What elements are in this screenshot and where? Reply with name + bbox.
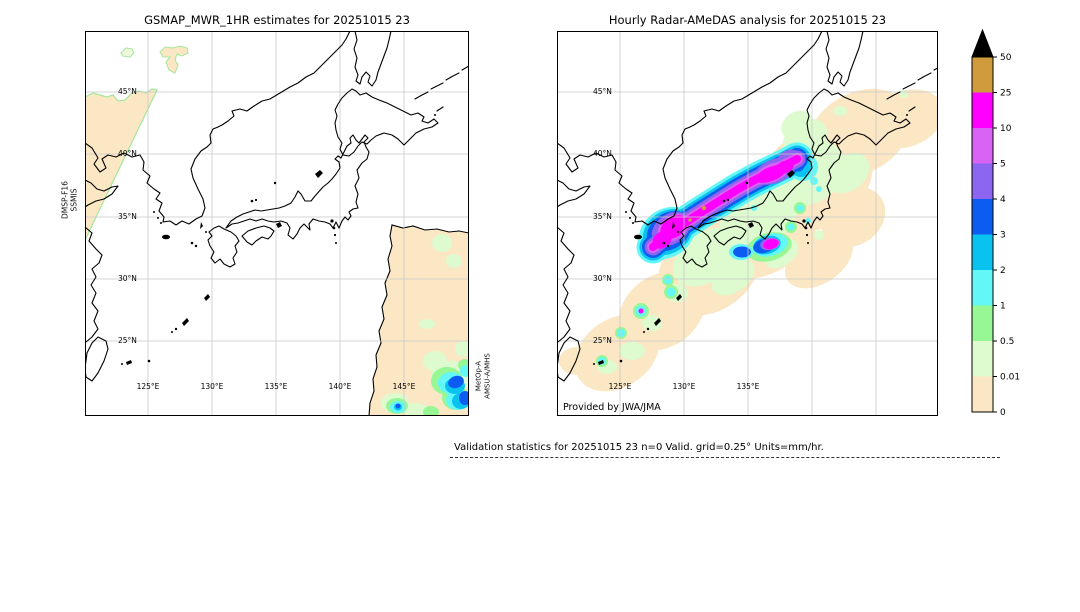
svg-text:2: 2 bbox=[1000, 266, 1006, 276]
right-panel-title: Hourly Radar-AMeDAS analysis for 2025101… bbox=[608, 13, 887, 27]
svg-text:10: 10 bbox=[1000, 124, 1012, 134]
svg-text:35°N: 35°N bbox=[593, 212, 612, 221]
precip-left-swaths bbox=[84, 45, 472, 419]
sensor-annotation-dmsp: DMSP-F16 SSMIS bbox=[61, 181, 80, 219]
svg-text:35°N: 35°N bbox=[118, 212, 137, 221]
left-map-labels: 45°N 40°N 35°N 30°N 25°N 125°E 130°E 135… bbox=[118, 87, 416, 391]
svg-text:0: 0 bbox=[1000, 408, 1006, 418]
svg-text:145°E: 145°E bbox=[393, 382, 416, 391]
sensor-annotation-metop: MetOp-A AMSU-A/MHS bbox=[474, 353, 492, 399]
colorbar: 50 25 10 5 4 3 2 1 0.5 0.01 0 bbox=[971, 28, 1020, 418]
colorbar-overflow-triangle bbox=[971, 28, 994, 58]
svg-text:125°E: 125°E bbox=[609, 382, 632, 391]
colorbar-segments bbox=[972, 57, 993, 412]
svg-text:1: 1 bbox=[1000, 302, 1006, 312]
left-panel-title: GSMAP_MWR_1HR estimates for 20251015 23 bbox=[144, 13, 410, 27]
sensor-dmsp-line2: SSMIS bbox=[70, 188, 79, 212]
precip-right-field bbox=[559, 88, 944, 392]
svg-text:135°E: 135°E bbox=[737, 382, 760, 391]
svg-text:40°N: 40°N bbox=[593, 149, 612, 158]
colorbar-ticks bbox=[993, 56, 997, 413]
svg-text:3: 3 bbox=[1000, 231, 1006, 241]
sensor-metop-line2: AMSU-A/MHS bbox=[483, 353, 491, 399]
svg-text:135°E: 135°E bbox=[265, 382, 288, 391]
left-map: 45°N 40°N 35°N 30°N 25°N 125°E 130°E 135… bbox=[84, 30, 472, 419]
svg-text:4: 4 bbox=[1000, 195, 1006, 205]
svg-text:0.01: 0.01 bbox=[1000, 373, 1020, 383]
svg-text:0.5: 0.5 bbox=[1000, 337, 1014, 347]
precip-right-band bbox=[598, 142, 822, 365]
svg-text:50: 50 bbox=[1000, 53, 1012, 63]
svg-text:130°E: 130°E bbox=[673, 382, 696, 391]
svg-text:45°N: 45°N bbox=[118, 87, 137, 96]
colorbar-tick-labels: 50 25 10 5 4 3 2 1 0.5 0.01 0 bbox=[1000, 53, 1020, 418]
svg-text:25°N: 25°N bbox=[593, 336, 612, 345]
svg-text:40°N: 40°N bbox=[118, 149, 137, 158]
right-map-panel: 45°N 40°N 35°N 30°N 25°N 125°E 130°E 135… bbox=[556, 30, 944, 420]
sensor-metop-line1: MetOp-A bbox=[474, 360, 483, 392]
svg-text:45°N: 45°N bbox=[593, 87, 612, 96]
svg-text:5: 5 bbox=[1000, 160, 1006, 170]
svg-text:130°E: 130°E bbox=[201, 382, 224, 391]
right-map-labels: 45°N 40°N 35°N 30°N 25°N 125°E 130°E 135… bbox=[593, 87, 760, 391]
footer-dashed-line bbox=[450, 457, 1000, 458]
left-map-panel: 45°N 40°N 35°N 30°N 25°N 125°E 130°E 135… bbox=[84, 30, 472, 420]
svg-text:140°E: 140°E bbox=[329, 382, 352, 391]
swath-edge bbox=[368, 224, 470, 417]
credit-label: Provided by JWA/JMA bbox=[563, 402, 661, 413]
svg-text:30°N: 30°N bbox=[118, 274, 137, 283]
right-map: 45°N 40°N 35°N 30°N 25°N 125°E 130°E 135… bbox=[556, 30, 944, 417]
svg-text:30°N: 30°N bbox=[593, 274, 612, 283]
svg-text:25: 25 bbox=[1000, 89, 1011, 99]
validation-statistics-text: Validation statistics for 20251015 23 n=… bbox=[454, 442, 824, 453]
svg-text:125°E: 125°E bbox=[137, 382, 160, 391]
sensor-dmsp-line1: DMSP-F16 bbox=[60, 181, 70, 219]
svg-text:25°N: 25°N bbox=[118, 336, 137, 345]
